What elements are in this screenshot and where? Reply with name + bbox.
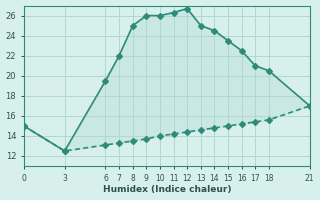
X-axis label: Humidex (Indice chaleur): Humidex (Indice chaleur) <box>102 185 231 194</box>
